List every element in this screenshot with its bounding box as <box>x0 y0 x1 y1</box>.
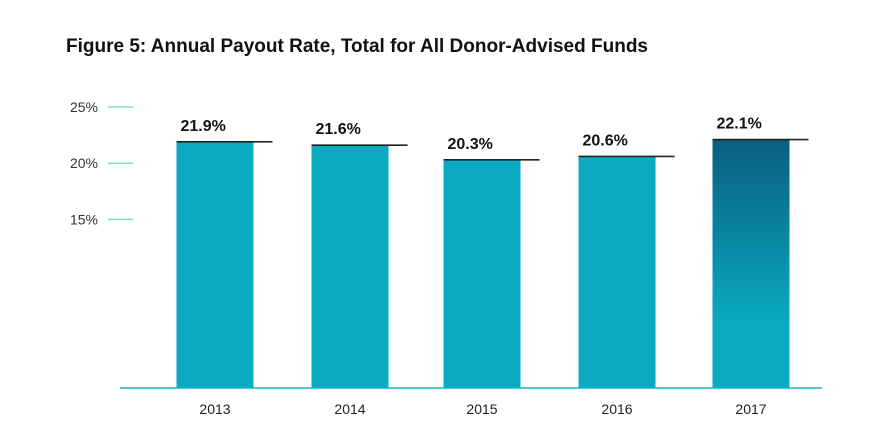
y-tick-label: 25% <box>70 99 98 115</box>
y-axis: 15% 20% 25% <box>70 99 133 227</box>
bar-2017 <box>712 139 790 388</box>
bar-value-label: 20.3% <box>448 136 493 153</box>
x-tick-label: 2013 <box>199 401 230 417</box>
x-axis: 2013 2014 2015 2016 2017 <box>120 387 822 417</box>
y-tick-label: 20% <box>70 155 98 171</box>
bar-value-label: 22.1% <box>717 116 762 133</box>
bar-2013 <box>176 141 254 388</box>
bar-value-label: 21.9% <box>181 118 226 135</box>
bar-value-label: 20.6% <box>583 132 628 149</box>
x-tick-label: 2014 <box>334 401 365 417</box>
bar-value-label: 21.6% <box>316 121 361 138</box>
chart-title: Figure 5: Annual Payout Rate, Total for … <box>66 36 648 57</box>
x-tick-label: 2015 <box>466 401 497 417</box>
y-tick-label: 15% <box>70 211 98 227</box>
x-tick-label: 2017 <box>735 401 766 417</box>
bar-2015 <box>443 159 521 388</box>
bars: 21.9% 21.6% 20.3% 20.6% 22.1% <box>176 116 809 388</box>
bar-2014 <box>311 145 389 388</box>
bar-2016 <box>578 156 656 388</box>
x-tick-label: 2016 <box>601 401 632 417</box>
